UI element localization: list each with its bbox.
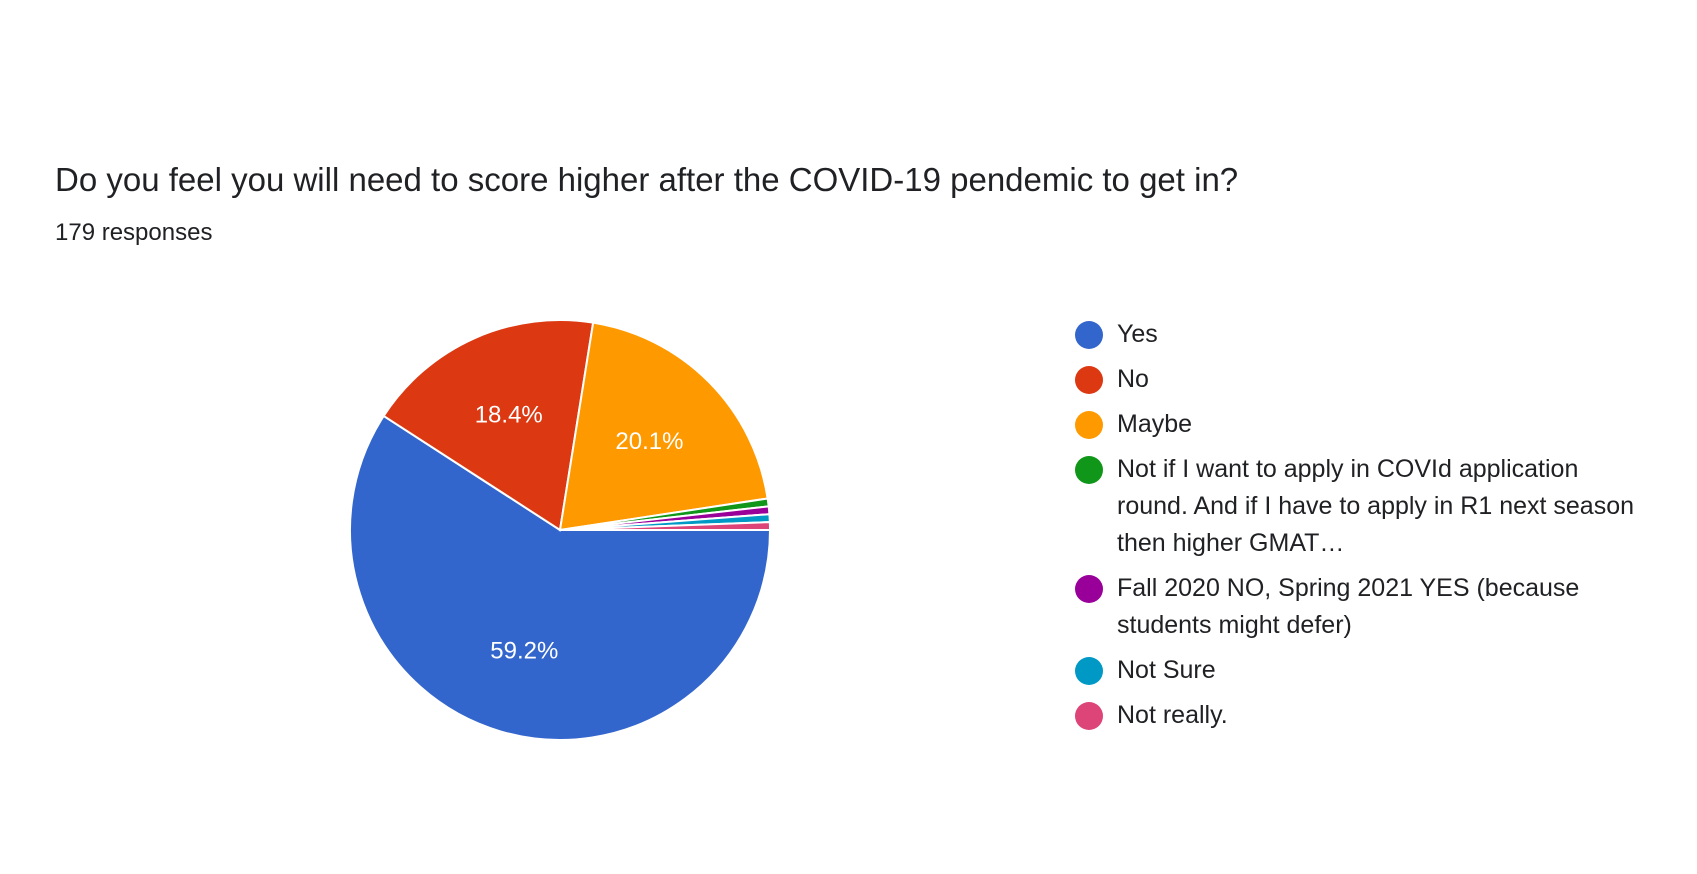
- legend-item-no: No: [1075, 361, 1635, 398]
- legend-label: Fall 2020 NO, Spring 2021 YES (because s…: [1117, 574, 1580, 639]
- chart-title: Do you feel you will need to score highe…: [55, 161, 1239, 198]
- legend-item-not-really: Not really.: [1075, 697, 1635, 734]
- pie-label-yes: 59.2%: [490, 637, 558, 664]
- legend-item-not-sure: Not Sure: [1075, 652, 1635, 689]
- legend-swatch: [1075, 702, 1103, 730]
- response-count: 179 responses: [55, 219, 213, 246]
- pie-label-maybe: 20.1%: [615, 428, 683, 455]
- legend-swatch: [1075, 366, 1103, 394]
- pie-slice-maybe: [558, 321, 769, 532]
- pie-slice-yes: [349, 414, 772, 741]
- legend-item-yes: Yes: [1075, 316, 1635, 353]
- chart-legend: Yes No Maybe Not if I want to apply in COVI…: [1075, 316, 1635, 742]
- legend-item-not-if-i-want-to-apply-in-covid-applicat: Not if I want to apply in COVId applicat…: [1075, 451, 1635, 562]
- legend-label: Maybe: [1117, 410, 1193, 438]
- legend-label: Not Sure: [1117, 656, 1216, 684]
- legend-swatch: [1075, 321, 1103, 349]
- legend-swatch: [1075, 657, 1103, 685]
- legend-item-fall-2020-no-spring-2021-yes-because-stu: Fall 2020 NO, Spring 2021 YES (because s…: [1075, 570, 1635, 644]
- legend-swatch: [1075, 411, 1103, 439]
- legend-label: Not really.: [1117, 701, 1228, 729]
- pie-slice-no: [382, 319, 595, 532]
- legend-swatch: [1075, 575, 1103, 603]
- pie-label-no: 18.4%: [475, 401, 543, 428]
- legend-label: No: [1117, 365, 1149, 393]
- legend-swatch: [1075, 456, 1103, 484]
- pie-slice-not-really: [559, 521, 772, 531]
- legend-label: Yes: [1117, 320, 1158, 348]
- pie-chart: 59.2% 18.4% 20.1%: [349, 319, 772, 741]
- legend-item-maybe: Maybe: [1075, 406, 1635, 443]
- legend-label: Not if I want to apply in COVId applicat…: [1117, 455, 1635, 557]
